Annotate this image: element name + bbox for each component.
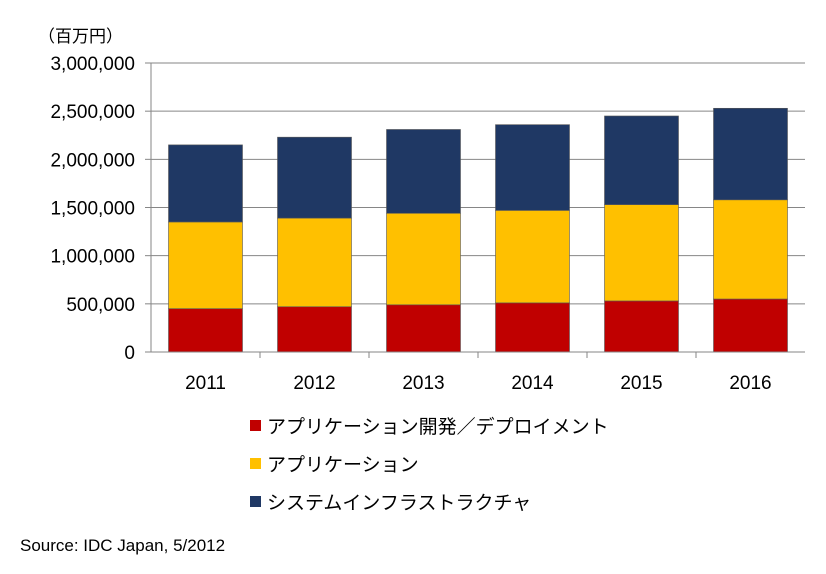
bar-segment-2015-s0 xyxy=(604,300,679,353)
y-tick-label: 1,500,000 xyxy=(50,199,135,220)
x-tick-label: 2016 xyxy=(729,373,771,394)
bar-segment-2012-s2 xyxy=(277,136,352,219)
unit-label: （百万円） xyxy=(38,27,123,47)
bar-segment-2011-s1 xyxy=(168,221,243,309)
bar-segment-2013-s2 xyxy=(386,129,461,214)
legend-label: システムインフラストラクチャ xyxy=(267,491,532,514)
bar-segment-2011-s0 xyxy=(168,308,243,353)
legend-item-app: アプリケーション xyxy=(250,450,609,476)
bar-segment-2011-s2 xyxy=(168,144,243,223)
bar-segment-2014-s1 xyxy=(495,210,570,304)
legend-item-app-dev: アプリケーション開発／デプロイメント xyxy=(250,412,609,438)
legend-swatch xyxy=(250,457,261,469)
bar-segment-2015-s2 xyxy=(604,115,679,205)
bar-segment-2016-s0 xyxy=(713,298,788,353)
legend-label: アプリケーション開発／デプロイメント xyxy=(267,415,609,438)
x-axis-tick-labels: 2011 2012 2013 2014 2015 2016 xyxy=(185,373,772,394)
stacked-bar-chart: 0 500,000 1,000,000 1,500,000 2,000,000 2,500… xyxy=(50,54,805,394)
legend-swatch xyxy=(250,495,261,507)
y-tick-label: 500,000 xyxy=(66,295,135,316)
bars xyxy=(168,107,788,353)
axes xyxy=(150,63,805,358)
bar-segment-2014-s2 xyxy=(495,124,570,211)
y-tick-label: 1,000,000 xyxy=(50,247,135,268)
legend-item-system-infra: システムインフラストラクチャ xyxy=(250,488,609,514)
legend-swatch xyxy=(250,419,261,431)
bar-segment-2012-s1 xyxy=(277,217,352,308)
bar-segment-2014-s0 xyxy=(495,302,570,353)
y-axis-tick-labels: 0 500,000 1,000,000 1,500,000 2,000,000 2,500… xyxy=(50,54,135,364)
x-tick-label: 2012 xyxy=(293,373,335,394)
y-tick-label: 2,500,000 xyxy=(50,102,135,123)
gridlines xyxy=(145,62,805,353)
x-tick-label: 2013 xyxy=(402,373,444,394)
x-tick-label: 2011 xyxy=(185,373,226,394)
bar-segment-2016-s2 xyxy=(713,107,788,201)
x-tick-label: 2015 xyxy=(620,373,662,394)
source-note: Source: IDC Japan, 5/2012 xyxy=(20,536,226,555)
x-tick-label: 2014 xyxy=(511,373,554,394)
legend: アプリケーション開発／デプロイメント アプリケーション システムインフラストラク… xyxy=(250,412,609,526)
y-tick-label: 3,000,000 xyxy=(50,54,135,75)
bar-segment-2013-s1 xyxy=(386,212,461,306)
y-tick-label: 0 xyxy=(124,343,135,364)
bar-segment-2013-s0 xyxy=(386,304,461,353)
bar-segment-2012-s0 xyxy=(277,306,352,353)
bar-segment-2016-s1 xyxy=(713,199,788,300)
y-tick-label: 2,000,000 xyxy=(50,150,135,171)
bar-segment-2015-s1 xyxy=(604,204,679,302)
legend-label: アプリケーション xyxy=(267,453,419,476)
